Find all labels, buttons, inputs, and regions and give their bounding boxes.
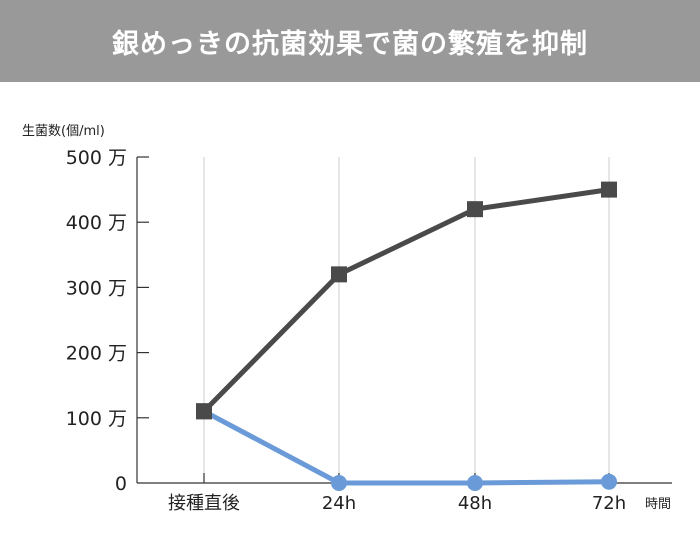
marker-silver-3 xyxy=(601,473,617,490)
chart-title: 銀めっきの抗菌効果で菌の繁殖を抑制 xyxy=(112,28,588,60)
marker-untreated-2 xyxy=(467,201,483,218)
y-tick-label-0: 0 xyxy=(115,473,127,495)
marker-silver-2 xyxy=(467,475,483,491)
marker-silver-1 xyxy=(331,475,347,491)
y-tick-label-5: 500 万 xyxy=(66,147,127,169)
y-tick-label-1: 100 万 xyxy=(66,408,127,430)
title-bar: 銀めっきの抗菌効果で菌の繁殖を抑制 xyxy=(0,0,700,82)
y-tick-label-4: 400 万 xyxy=(66,212,127,234)
series-line-untreated xyxy=(202,187,610,414)
axes xyxy=(136,156,672,484)
series-line-silver xyxy=(202,409,610,486)
x-axis-label: 時間 xyxy=(645,497,671,512)
y-tick-labels: 0 100 万 200 万 300 万 400 万 500 万 xyxy=(66,147,127,495)
x-tick-labels: 接種直後 24h 48h 72h xyxy=(168,493,626,514)
marker-untreated-3 xyxy=(601,181,617,198)
y-tick-label-3: 300 万 xyxy=(66,277,127,299)
x-tick-label-1: 24h xyxy=(322,493,356,514)
series-group xyxy=(196,181,617,491)
y-axis-label: 生菌数(個/ml) xyxy=(22,124,105,139)
gridlines xyxy=(203,157,610,483)
marker-untreated-1 xyxy=(331,266,347,283)
x-tick-label-0: 接種直後 xyxy=(168,493,240,514)
x-tick-label-2: 48h xyxy=(458,493,492,514)
x-tick-label-3: 72h xyxy=(592,493,626,514)
y-tick-label-2: 200 万 xyxy=(66,343,127,365)
marker-origin-top xyxy=(196,403,212,420)
